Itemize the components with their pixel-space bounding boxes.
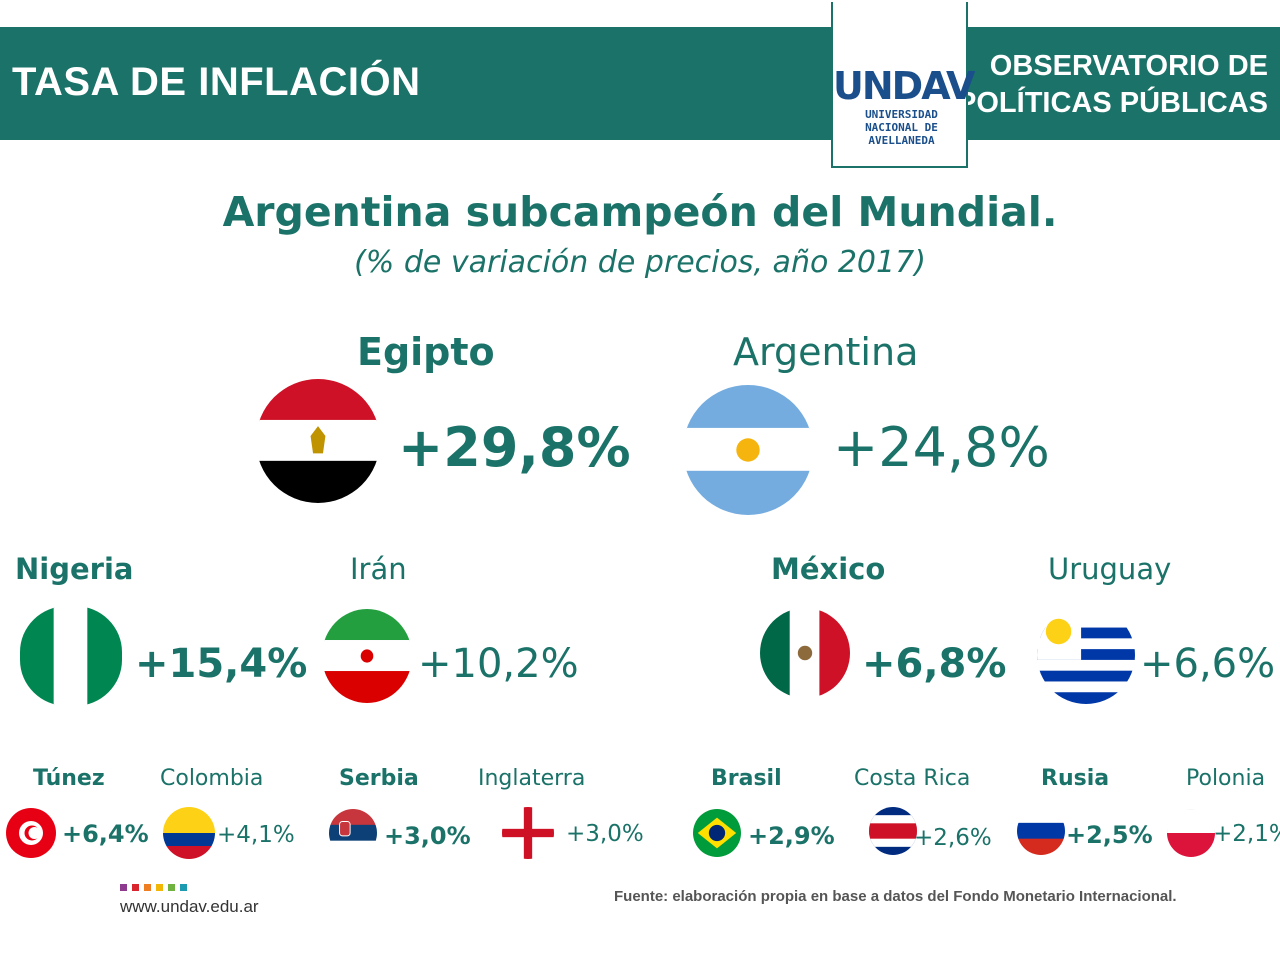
country-name-serbia: Serbia bbox=[339, 766, 419, 791]
country-name-nigeria: Nigeria bbox=[15, 552, 134, 586]
value-poland: +2,1% bbox=[1213, 821, 1280, 847]
country-name-egypt: Egipto bbox=[357, 330, 495, 374]
serbia-flag-icon bbox=[329, 809, 377, 857]
value-nigeria: +15,4% bbox=[135, 641, 308, 687]
organization-line-1: OBSERVATORIO DE bbox=[989, 50, 1268, 82]
country-name-iran: Irán bbox=[350, 552, 407, 586]
poland-flag-icon bbox=[1167, 809, 1215, 857]
value-egypt: +29,8% bbox=[398, 416, 631, 479]
logo-text: UNIVERSIDAD NACIONAL DE AVELLANEDA bbox=[865, 108, 938, 147]
value-serbia: +3,0% bbox=[384, 822, 471, 850]
organization-line-2: POLÍTICAS PÚBLICAS bbox=[957, 87, 1268, 119]
brazil-flag-icon bbox=[693, 809, 741, 857]
value-tunisia: +6,4% bbox=[62, 820, 149, 848]
organization-name: OBSERVATORIO DE POLÍTICAS PÚBLICAS bbox=[957, 48, 1268, 122]
country-name-brazil: Brasil bbox=[711, 766, 782, 791]
brand-color-dot bbox=[180, 884, 187, 891]
value-colombia: +4,1% bbox=[217, 822, 295, 848]
country-name-colombia: Colombia bbox=[160, 766, 264, 791]
country-name-poland: Polonia bbox=[1186, 766, 1266, 791]
country-name-russia: Rusia bbox=[1041, 766, 1110, 791]
country-name-uruguay: Uruguay bbox=[1048, 552, 1172, 586]
value-england: +3,0% bbox=[566, 821, 644, 847]
university-logo: UNDAV UNIVERSIDAD NACIONAL DE AVELLANEDA bbox=[831, 2, 975, 168]
mexico-flag-icon bbox=[760, 608, 850, 698]
russia-flag-icon bbox=[1017, 807, 1065, 855]
brand-color-dot bbox=[144, 884, 151, 891]
value-iran: +10,2% bbox=[418, 641, 579, 687]
country-name-england: Inglaterra bbox=[478, 766, 586, 791]
egypt-flag-icon bbox=[256, 379, 380, 503]
chart-title: Argentina subcampeón del Mundial. bbox=[222, 188, 1058, 236]
value-argentina: +24,8% bbox=[833, 416, 1050, 479]
tunisia-flag-icon bbox=[6, 808, 56, 858]
country-name-mexico: México bbox=[771, 552, 886, 586]
country-name-argentina: Argentina bbox=[733, 330, 919, 374]
costa-rica-flag-icon bbox=[869, 807, 917, 855]
chart-subtitle: (% de variación de precios, año 2017) bbox=[354, 245, 926, 280]
value-costa-rica: +2,6% bbox=[914, 825, 992, 851]
brand-color-dot bbox=[120, 884, 127, 891]
nigeria-flag-icon bbox=[20, 606, 122, 706]
country-name-tunisia: Túnez bbox=[33, 766, 105, 791]
value-mexico: +6,8% bbox=[862, 641, 1007, 687]
brand-color-dot bbox=[168, 884, 175, 891]
brand-color-dot bbox=[132, 884, 139, 891]
page-title: TASA DE INFLACIÓN bbox=[12, 60, 421, 104]
value-uruguay: +6,6% bbox=[1140, 641, 1276, 687]
argentina-flag-icon bbox=[683, 385, 813, 515]
website-url: www.undav.edu.ar bbox=[120, 897, 259, 916]
value-russia: +2,5% bbox=[1066, 821, 1153, 849]
brand-color-dot bbox=[156, 884, 163, 891]
colombia-flag-icon bbox=[163, 807, 215, 859]
source-note: Fuente: elaboración propia en base a dat… bbox=[614, 888, 1177, 905]
header-bar bbox=[0, 27, 1280, 140]
iran-flag-icon bbox=[322, 609, 412, 703]
country-name-costa-rica: Costa Rica bbox=[854, 766, 971, 791]
value-brazil: +2,9% bbox=[748, 822, 835, 850]
logo-mark: UNDAV bbox=[833, 64, 975, 108]
uruguay-flag-icon bbox=[1037, 606, 1135, 704]
england-flag-icon bbox=[502, 807, 554, 859]
